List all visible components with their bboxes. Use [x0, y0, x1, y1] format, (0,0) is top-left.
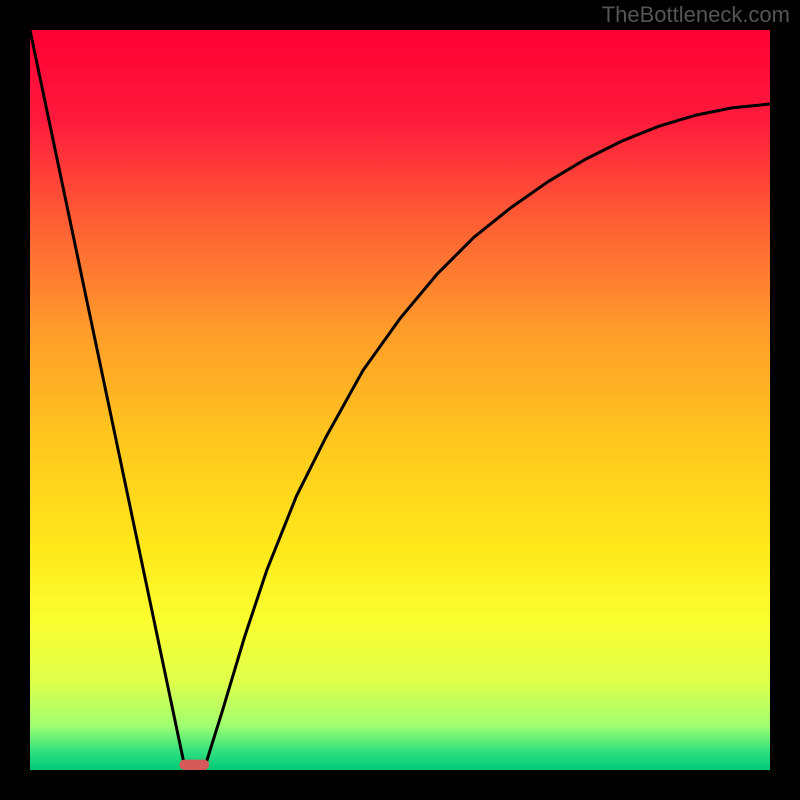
border-right	[770, 0, 800, 800]
border-left	[0, 0, 30, 800]
optimal-marker	[179, 760, 209, 770]
chart-container: TheBottleneck.com	[0, 0, 800, 800]
watermark-text: TheBottleneck.com	[602, 2, 790, 28]
plot-background	[30, 30, 770, 770]
bottleneck-chart	[0, 0, 800, 800]
border-bottom	[0, 770, 800, 800]
